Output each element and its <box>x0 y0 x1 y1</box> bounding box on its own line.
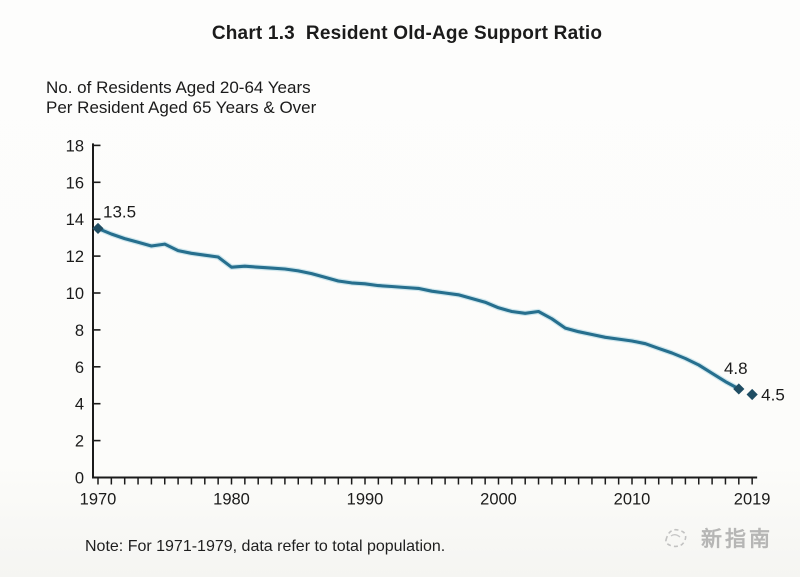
data-label: 4.5 <box>761 385 785 404</box>
x-tick-label: 1990 <box>347 491 384 509</box>
marker-extra-point <box>746 388 758 401</box>
x-tick-label: 1980 <box>213 491 250 509</box>
y-tick-label: 10 <box>66 285 84 303</box>
watermark: 新指南 <box>660 523 773 553</box>
x-tick-label: 1970 <box>80 491 117 509</box>
y-tick-label: 2 <box>75 433 84 451</box>
y-tick-label: 16 <box>66 174 84 192</box>
y-tick-label: 8 <box>75 322 84 340</box>
data-label: 4.8 <box>724 359 748 378</box>
marker-first-point <box>92 222 104 235</box>
data-line <box>96 226 741 391</box>
x-tick-label: 2000 <box>480 491 517 509</box>
watermark-text: 新指南 <box>701 527 773 551</box>
x-tick-label: 2019 <box>734 491 771 509</box>
marker-last-point <box>733 383 745 395</box>
x-tick-label: 2010 <box>614 491 651 509</box>
y-tick-label: 6 <box>75 359 84 377</box>
footnote: Note: For 1971-1979, data refer to total… <box>85 538 446 555</box>
y-axis-title: No. of Residents Aged 20-64 Years Per Re… <box>46 78 316 118</box>
y-tick-label: 4 <box>75 396 84 414</box>
watermark-logo-icon <box>665 528 687 548</box>
y-tick-label: 12 <box>66 248 84 266</box>
chart-title: Chart 1.3 Resident Old-Age Support Ratio <box>211 23 603 44</box>
data-label: 13.5 <box>103 202 136 221</box>
y-axis-title-line2: Per Resident Aged 65 Years & Over <box>46 98 317 117</box>
y-tick-label: 14 <box>66 211 84 229</box>
y-tick-label: 18 <box>66 137 84 155</box>
y-tick-label: 0 <box>75 470 84 488</box>
y-axis-title-line1: No. of Residents Aged 20-64 Years <box>46 78 311 97</box>
